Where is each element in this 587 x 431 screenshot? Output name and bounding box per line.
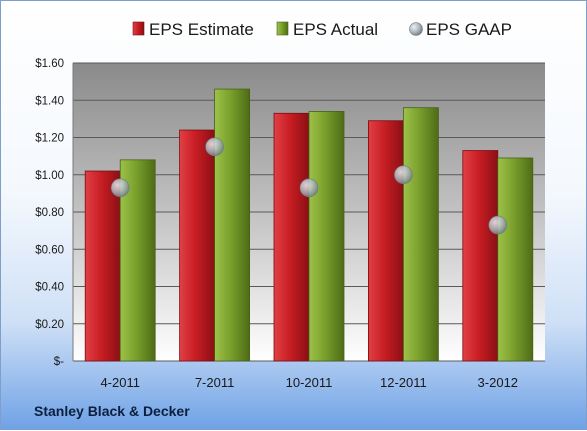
eps-gaap-point <box>299 178 319 198</box>
y-tick-label: $1.60 <box>35 58 64 70</box>
eps-actual-bar <box>402 107 439 362</box>
legend-label: EPS GAAP <box>426 20 512 39</box>
y-axis: $- $0.20 $0.40 $0.60 $0.80 $1.00 $1.20 $1.40 $1.… <box>35 58 74 368</box>
eps-gaap-point <box>110 178 130 198</box>
x-tick-label: 12-2011 <box>380 375 427 390</box>
eps-actual-bar <box>308 111 345 362</box>
eps-estimate-bar <box>462 150 499 362</box>
eps-estimate-bar <box>273 112 310 362</box>
legend-label: EPS Actual <box>293 20 378 39</box>
y-tick-label: $0.40 <box>35 282 64 294</box>
y-tick-label: $1.40 <box>35 95 64 107</box>
x-axis: 4-2011 7-2011 10-2011 12-2011 3-2012 <box>100 375 518 390</box>
eps-estimate-bar <box>84 170 121 362</box>
eps-actual-bar <box>497 157 534 362</box>
y-tick-label: $0.80 <box>35 207 64 219</box>
legend-estimate-swatch <box>132 21 145 36</box>
x-tick-label: 10-2011 <box>286 375 333 390</box>
eps-gaap-point <box>488 215 508 235</box>
y-tick-label: $0.60 <box>35 244 64 256</box>
gaap-points <box>110 137 508 235</box>
y-tick-label: $1.20 <box>35 133 64 145</box>
y-tick-label: $0.20 <box>35 319 64 331</box>
legend: EPS Estimate EPS Actual EPS GAAP <box>132 20 512 39</box>
x-tick-label: 7-2011 <box>195 375 235 390</box>
eps-gaap-point <box>394 165 413 185</box>
eps-estimate-bar <box>179 129 216 362</box>
x-tick-label: 3-2012 <box>478 375 518 390</box>
legend-actual-swatch <box>276 21 289 36</box>
legend-label: EPS Estimate <box>149 20 254 39</box>
x-tick-label: 4-2011 <box>100 375 140 390</box>
eps-estimate-bar <box>367 120 404 362</box>
y-tick-label: $1.00 <box>35 170 64 182</box>
eps-actual-bar <box>214 88 251 362</box>
eps-gaap-point <box>205 137 224 157</box>
company-label: Stanley Black & Decker <box>34 403 190 419</box>
legend-gaap-swatch <box>409 22 423 36</box>
y-tick-label: $- <box>54 356 64 368</box>
